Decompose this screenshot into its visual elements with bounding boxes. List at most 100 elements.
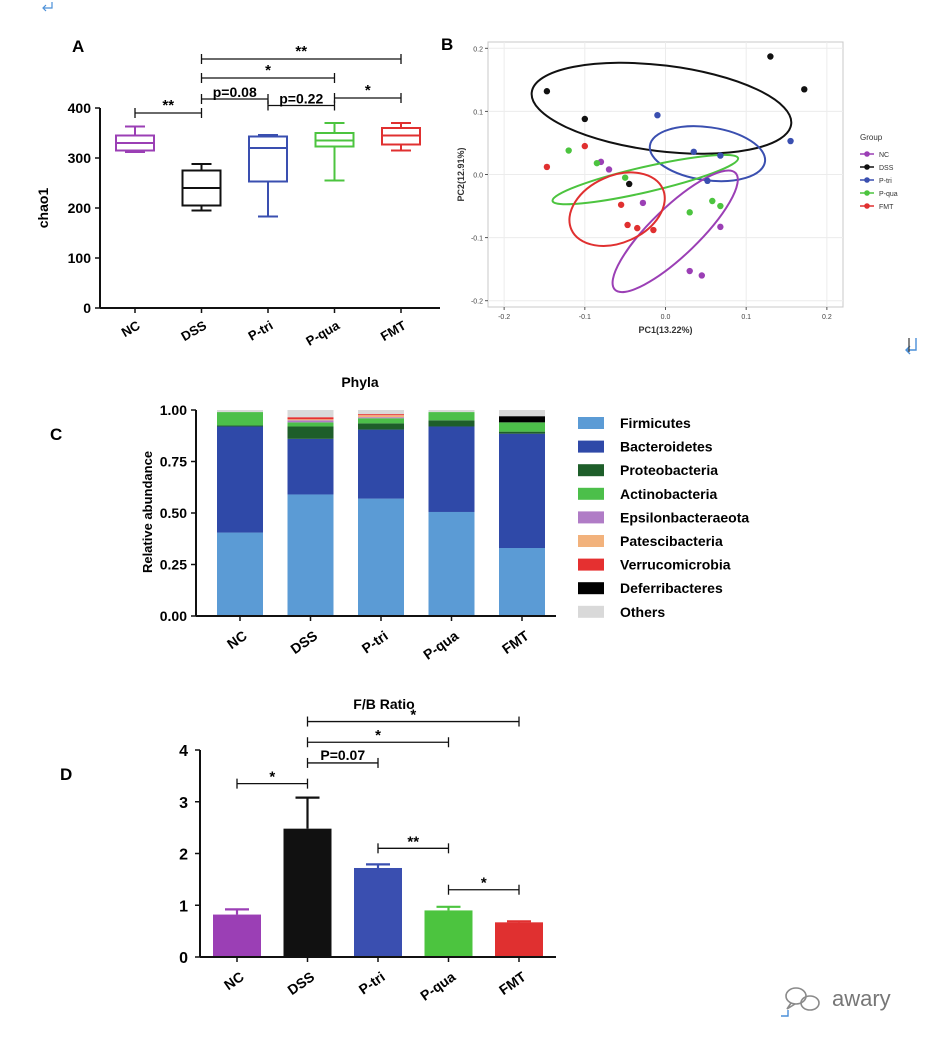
a-significance-bracket: ** [200,43,402,64]
c-bar-segment-deferribacteres [499,416,545,423]
c-bar-segment-actinobacteria [287,422,334,427]
c-legend-swatch [578,417,604,429]
c-legend-label: Patescibacteria [620,533,723,549]
c-legend-label: Actinobacteria [620,486,717,502]
c-legend-swatch [578,558,604,571]
d-x-tick-label: P-qua [417,968,458,1004]
b-point-p-tri [787,137,794,145]
a-significance-label: ** [295,43,307,60]
c-legend-swatch [578,440,604,453]
c-bar-segment-actinobacteria [428,412,475,421]
c-legend-swatch [578,605,604,618]
d-y-tick-label: 0 [179,950,188,967]
d-y-tick-label: 4 [179,743,188,760]
d-significance-label: * [269,769,275,786]
b-ellipse-dss [530,61,793,155]
b-point-nc [605,166,613,173]
wechat-icon [785,987,820,1011]
b-point-p-tri [717,152,724,159]
d-significance-bracket: * [306,727,450,748]
d-bar-rect [283,828,332,957]
b-legend-marker [864,190,870,196]
b-y-axis-label: PC2(12.91%) [456,147,466,201]
b-ellipse-p-qua [551,153,740,206]
panel-label-c: C [50,425,62,444]
c-bar-segment-bacteroidetes [428,426,475,512]
c-bar-segment-others [428,410,475,413]
panel-d-fb-ratio: F/B Ratio NC DSS P-tri P-qua FMT 0 1 2 3 4 * P=0.07 *… [179,696,556,1004]
d-significance-label: P=0.07 [320,747,365,763]
c-bar-segment-firmicutes [358,498,404,616]
return-mark-watermark [781,1010,789,1017]
a-significance-label: p=0.08 [213,84,257,100]
a-significance-label: ** [162,97,174,114]
b-point-nc [686,267,693,275]
d-significance-bracket: * [306,707,520,727]
a-significance-bracket: * [200,62,336,83]
c-bar-segment-firmicutes [287,494,334,616]
b-legend-marker [864,151,870,157]
c-legend-label: Verrucomicrobia [620,557,731,573]
d-bar-rect [495,922,543,957]
c-stacked-bar-nc [217,410,263,616]
c-stacked-bar-p-qua [428,410,475,616]
a-box-p-qua [314,122,355,182]
b-legend-marker [864,203,870,209]
d-significance-bracket: P=0.07 [306,747,379,768]
c-legend-label: Epsilonbacteraeota [620,509,749,525]
a-box-p-tri [248,134,288,218]
a-significance-label: * [365,82,371,99]
b-legend-label: DSS [879,165,894,172]
d-bar-fmt [495,920,543,957]
c-bar-segment-actinobacteria [217,412,263,426]
d-significance-bracket: ** [377,833,450,854]
c-bar-segment-bacteroidetes [287,438,334,495]
b-ellipse-nc [611,169,739,294]
b-point-p-tri [690,148,697,155]
a-x-tick-label: P-qua [303,317,342,348]
c-bar-segment-firmicutes [499,548,545,616]
b-point-fmt [543,163,551,171]
a-box-nc [115,125,155,153]
watermark-text: awary [832,986,891,1011]
panel-label-b: B [441,35,453,54]
a-significance-bracket: ** [134,97,203,118]
a-y-tick-label: 100 [68,250,92,266]
b-x-tick-label: 0.1 [741,314,751,321]
c-x-tick-label: P-tri [359,627,391,656]
c-bar-segment-epsilonbacteraeota [358,417,404,419]
c-y-axis-label: Relative abundance [140,451,155,573]
d-x-tick-label: FMT [496,968,529,998]
c-bar-segment-proteobacteria [287,426,334,439]
c-y-tick-label: 0.50 [160,505,187,521]
c-bar-segment-verrucomicrobia [287,417,334,420]
b-point-fmt [650,226,657,234]
b-point-p-qua [686,209,693,216]
c-legend-label: Deferribacteres [620,580,723,596]
b-point-dss [625,180,633,188]
c-bar-segment-firmicutes [217,532,263,616]
b-point-p-qua [565,147,572,154]
b-point-p-qua [621,174,629,181]
a-significance-label: p=0.22 [279,91,323,107]
panel-b-pcoa: -0.2 -0.1 0.0 0.1 0.2 -0.2 -0.1 0.0 0.1 0.2 PC1(13… [456,41,898,335]
d-x-tick-label: NC [221,968,247,993]
d-bar-dss [283,796,332,957]
d-bar-p-tri [354,863,402,957]
b-ellipse-fmt [568,171,666,247]
d-y-tick-label: 2 [179,847,188,864]
a-box-fmt [381,122,421,152]
b-point-p-qua [593,159,601,167]
d-significance-label: * [410,707,416,724]
b-x-tick-label: -0.1 [579,314,591,321]
return-mark-right [905,338,917,355]
d-bar-nc [213,908,261,957]
c-legend-label: Bacteroidetes [620,439,713,455]
c-x-tick-label: DSS [287,627,320,657]
c-bar-segment-others [217,410,263,413]
c-legend-label: Others [620,604,665,620]
d-significance-label: * [375,727,381,744]
a-x-tick-label: DSS [178,317,209,344]
a-significance-bracket: * [333,82,402,103]
